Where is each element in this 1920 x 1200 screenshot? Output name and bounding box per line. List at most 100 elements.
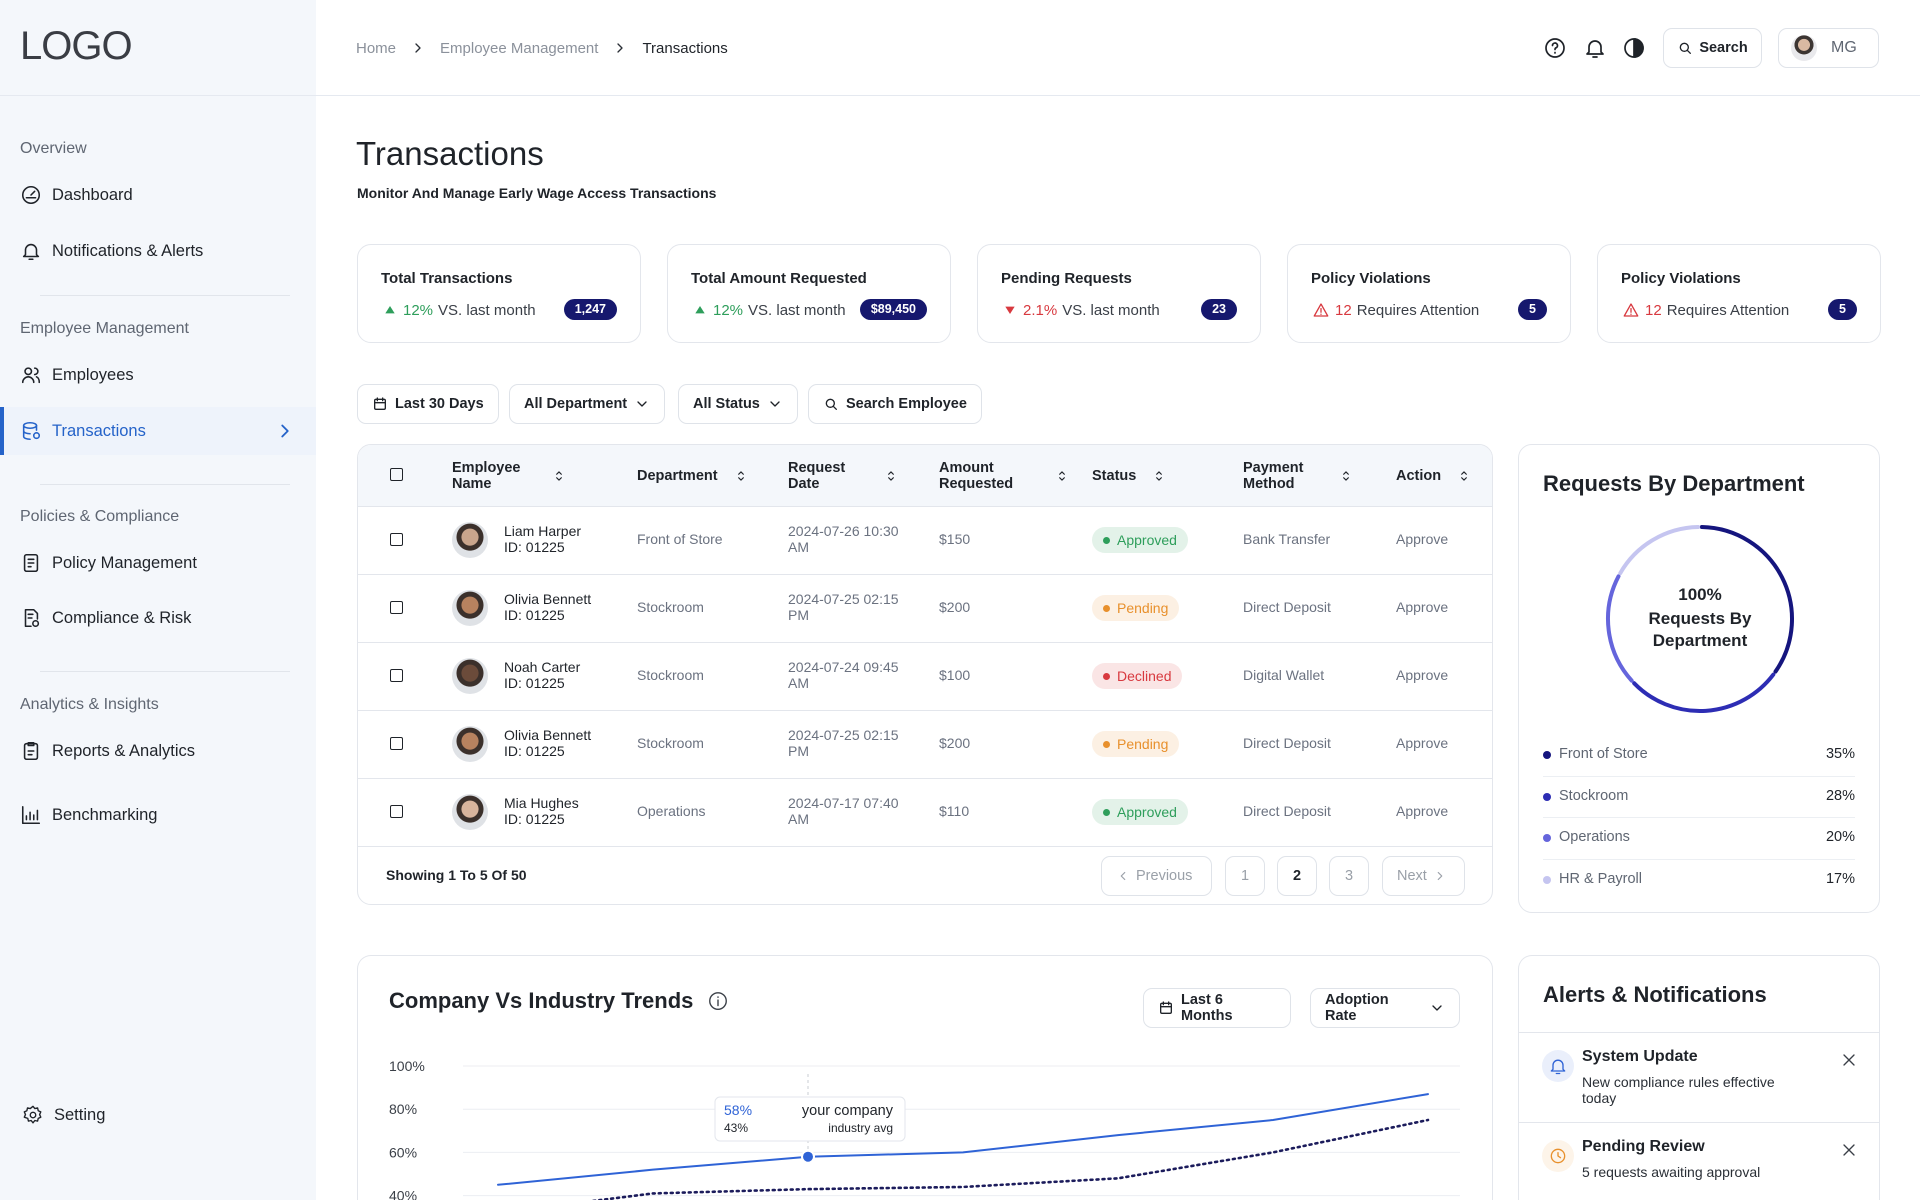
icon-bell bbox=[1586, 40, 1604, 58]
nav-item[interactable]: Dashboard bbox=[20, 183, 133, 207]
status-pill: Approved bbox=[1092, 527, 1188, 553]
stat-note: Requires Attention bbox=[1666, 301, 1790, 319]
stat-badge: 23 bbox=[1201, 299, 1237, 320]
action[interactable]: Approve bbox=[1396, 803, 1449, 819]
icon-part bbox=[32, 432, 41, 440]
legend-label: Operations bbox=[1559, 829, 1630, 845]
legend-dot bbox=[1543, 875, 1551, 884]
checkbox[interactable] bbox=[390, 805, 403, 818]
icon-part bbox=[1843, 1144, 1855, 1156]
nav-item[interactable]: Compliance & Risk bbox=[20, 606, 191, 630]
stat-change: 12 bbox=[1335, 301, 1352, 319]
pagination-next[interactable]: Next bbox=[1382, 856, 1465, 896]
table-header bbox=[358, 445, 1492, 507]
nav-item[interactable]: Benchmarking bbox=[20, 803, 157, 827]
legend-label: HR & Payroll bbox=[1559, 870, 1642, 887]
row-divider bbox=[358, 710, 1492, 711]
action[interactable]: Approve bbox=[1396, 531, 1449, 547]
legend-label: Front of Store bbox=[1559, 746, 1648, 762]
legend-dot bbox=[1543, 792, 1551, 801]
status-label: Approved bbox=[1117, 804, 1177, 820]
action[interactable]: Approve bbox=[1396, 667, 1449, 683]
chart-filter[interactable]: Adoption Rate bbox=[1310, 988, 1460, 1028]
icon-part bbox=[23, 1105, 42, 1124]
trends-card: Company Vs Industry Trends Last 6 Months A… bbox=[357, 955, 1493, 1200]
icon-help bbox=[1545, 38, 1565, 58]
chart-filter[interactable]: Last 6 Months bbox=[1143, 988, 1291, 1028]
icon-part bbox=[770, 401, 780, 407]
nav-label: Compliance & Risk bbox=[52, 608, 192, 627]
column-header[interactable]: Payment Method bbox=[1243, 445, 1353, 506]
icon-db bbox=[22, 421, 41, 441]
column-header[interactable]: Amount Requested bbox=[939, 445, 1069, 506]
alert-close[interactable] bbox=[1839, 1140, 1859, 1165]
action[interactable]: Approve bbox=[1396, 599, 1449, 615]
breadcrumb-item[interactable]: Employee Management bbox=[440, 39, 599, 57]
icon-part bbox=[1160, 1001, 1172, 1008]
column-header[interactable]: Request Date bbox=[788, 445, 898, 506]
stat-change: 12% bbox=[403, 301, 434, 319]
employee-name: Noah Carter bbox=[504, 659, 581, 675]
column-header[interactable]: Status bbox=[1092, 445, 1166, 506]
stat-badge: 5 bbox=[1518, 299, 1547, 320]
alerts-title: Alerts & Notifications bbox=[1543, 982, 1767, 1007]
pagination-page[interactable]: 3 bbox=[1329, 856, 1369, 896]
chart-title: Company Vs Industry Trends bbox=[389, 988, 694, 1013]
pagination-page[interactable]: 2 bbox=[1277, 856, 1317, 896]
status-pill: Declined bbox=[1092, 663, 1183, 689]
filter-button[interactable]: All Department bbox=[509, 384, 666, 424]
icon-bell bbox=[22, 243, 40, 261]
filter-button[interactable]: Last 30 Days bbox=[357, 384, 499, 424]
nav-item[interactable]: Setting bbox=[22, 1103, 105, 1127]
checkbox[interactable] bbox=[390, 533, 403, 546]
nav-item[interactable]: Employees bbox=[20, 363, 134, 387]
icon-part bbox=[281, 424, 289, 438]
action[interactable]: Approve bbox=[1396, 735, 1449, 751]
stat-label: Total Transactions bbox=[381, 270, 513, 287]
checkbox[interactable] bbox=[390, 669, 403, 682]
status-label: Pending bbox=[1117, 736, 1169, 752]
breadcrumb-item[interactable]: Home bbox=[356, 39, 397, 57]
checkbox[interactable] bbox=[390, 737, 403, 750]
alert-divider bbox=[1519, 1122, 1879, 1123]
column-label: Employee Name bbox=[452, 459, 521, 492]
divider bbox=[40, 671, 290, 672]
avatar bbox=[452, 726, 488, 762]
nav-item[interactable]: Policy Management bbox=[20, 551, 197, 575]
column-label: Payment Method bbox=[1243, 459, 1304, 492]
icon-part bbox=[22, 424, 38, 441]
icon-doc bbox=[23, 553, 39, 573]
nav-item[interactable]: Notifications & Alerts bbox=[20, 239, 203, 263]
search-button[interactable]: Search bbox=[1663, 28, 1762, 68]
column-header[interactable]: Department bbox=[637, 445, 748, 506]
filter-button[interactable]: All Status bbox=[678, 384, 798, 424]
icon-part bbox=[1461, 470, 1468, 481]
employee-name: Liam Harper bbox=[504, 523, 582, 539]
icon-part bbox=[833, 406, 837, 410]
column-header[interactable]: Employee Name bbox=[452, 445, 566, 506]
icon-close bbox=[1843, 1144, 1855, 1156]
icon-sort bbox=[888, 470, 894, 481]
legend-value: 20% bbox=[1825, 829, 1855, 845]
nav-item[interactable]: Transactions bbox=[20, 419, 146, 443]
legend-divider bbox=[1543, 775, 1855, 777]
column-header[interactable]: Action bbox=[1396, 445, 1471, 506]
y-tick-label: 80% bbox=[389, 1101, 417, 1117]
payment-method: Direct Deposit bbox=[1243, 599, 1331, 615]
alert-close[interactable] bbox=[1839, 1050, 1859, 1075]
profile-button[interactable]: MG bbox=[1778, 28, 1879, 68]
nav-item[interactable]: Reports & Analytics bbox=[20, 739, 195, 763]
filter-button[interactable]: Search Employee bbox=[808, 384, 982, 424]
icon-up bbox=[695, 306, 705, 314]
filter-label: Search Employee bbox=[846, 396, 967, 412]
stat-note: VS. last month bbox=[748, 301, 846, 319]
checkbox[interactable] bbox=[390, 601, 403, 614]
search-label: Search bbox=[1699, 40, 1748, 56]
pagination-previous[interactable]: Previous bbox=[1101, 856, 1212, 896]
column-label: Amount Requested bbox=[939, 459, 1014, 492]
pagination-page[interactable]: 1 bbox=[1225, 856, 1265, 896]
table-card: Employee Name Department Request Date Amoun… bbox=[357, 444, 1493, 905]
checkbox[interactable] bbox=[390, 468, 403, 481]
employee-name: Mia Hughes bbox=[504, 795, 579, 811]
icon-down bbox=[1432, 1005, 1442, 1011]
